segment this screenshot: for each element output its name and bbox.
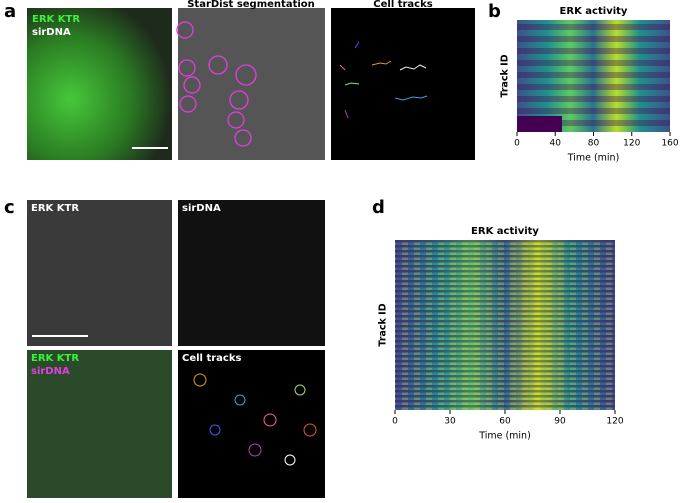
panel-label: d [372,197,385,218]
image-title: Cell tracks [373,0,432,10]
image-label: sirDNA [32,27,71,38]
image-label: ERK KTR [31,353,79,364]
heatmap-region [517,116,562,132]
x-tick-label: 0 [392,417,398,427]
tracks [339,41,428,119]
image-label: ERK KTR [31,203,79,214]
heatmap-rows [395,240,615,410]
image [331,8,475,160]
x-tick-label: 90 [554,417,566,427]
x-axis-label: Time (min) [567,153,620,164]
image [27,200,172,346]
x-tick-label: 30 [444,417,456,427]
y-axis-label: Track ID [378,303,389,346]
image-title: StarDist segmentation [187,0,315,10]
x-tick-label: 160 [661,139,678,149]
y-axis-label: Track ID [500,54,511,97]
x-axis-label: Time (min) [478,431,531,442]
image-label: ERK KTR [32,14,80,25]
heatmap [395,240,615,410]
x-tick-label: 80 [588,139,600,149]
chart-title: ERK activity [471,226,539,237]
chart-title: ERK activity [560,6,628,17]
panel-label: c [4,197,15,218]
x-tick-label: 120 [606,417,623,427]
panel-label: b [488,1,501,22]
image-label: sirDNA [31,366,70,377]
image [27,8,172,160]
x-tick-label: 120 [623,139,640,149]
x-tick-label: 60 [499,417,511,427]
image [27,350,172,498]
x-tick-label: 40 [550,139,562,149]
image [178,200,325,346]
image [178,350,325,498]
heatmap-rows [517,20,670,132]
heatmap [517,20,670,132]
segmentation [176,21,257,147]
tracks [193,373,317,466]
panel-label: a [4,1,16,22]
image-label: Cell tracks [182,353,241,364]
image-label: sirDNA [182,203,221,214]
x-tick-label: 0 [514,139,520,149]
